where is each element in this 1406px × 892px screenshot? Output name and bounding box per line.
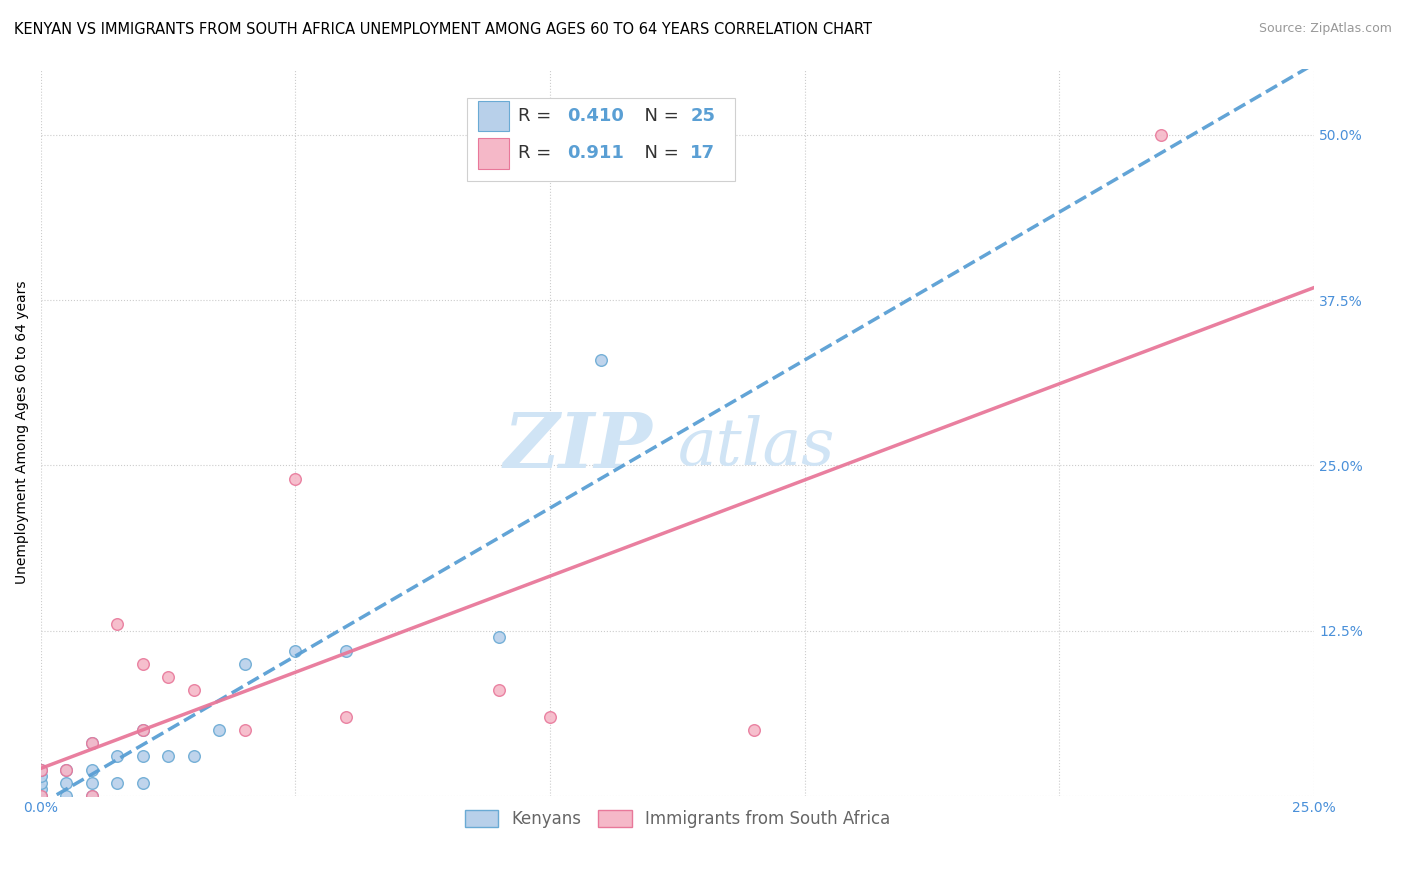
Point [538, 709, 561, 723]
Point [208, 723, 231, 737]
Point [591, 352, 613, 367]
Point [80, 789, 103, 803]
Point [233, 723, 256, 737]
Point [80, 776, 103, 790]
Point [30, 776, 52, 790]
Point [55, 789, 77, 803]
Point [30, 763, 52, 777]
Point [80, 763, 103, 777]
Y-axis label: Unemployment Among Ages 60 to 64 years: Unemployment Among Ages 60 to 64 years [15, 281, 30, 584]
Point [30, 789, 52, 803]
Point [105, 617, 128, 632]
Point [488, 683, 510, 698]
Text: 25: 25 [690, 107, 716, 125]
Point [488, 631, 510, 645]
FancyBboxPatch shape [467, 97, 735, 181]
Text: atlas: atlas [678, 415, 835, 479]
Point [157, 749, 180, 764]
Point [335, 709, 357, 723]
FancyBboxPatch shape [478, 101, 509, 131]
Text: R =: R = [519, 145, 557, 162]
Point [131, 723, 153, 737]
Text: 17: 17 [690, 145, 716, 162]
Point [30, 769, 52, 783]
Point [80, 736, 103, 750]
Point [183, 749, 205, 764]
Point [183, 683, 205, 698]
Point [284, 472, 307, 486]
Point [55, 776, 77, 790]
Point [335, 643, 357, 657]
Point [30, 782, 52, 797]
FancyBboxPatch shape [478, 138, 509, 169]
Text: N =: N = [633, 145, 685, 162]
Text: 0.911: 0.911 [567, 145, 624, 162]
Point [131, 776, 153, 790]
Text: Source: ZipAtlas.com: Source: ZipAtlas.com [1258, 22, 1392, 36]
Point [80, 736, 103, 750]
Text: 0.410: 0.410 [567, 107, 624, 125]
Text: N =: N = [633, 107, 685, 125]
Point [131, 749, 153, 764]
Point [30, 789, 52, 803]
Text: ZIP: ZIP [503, 409, 652, 483]
Point [131, 657, 153, 671]
Point [131, 723, 153, 737]
Point [55, 763, 77, 777]
Point [157, 670, 180, 684]
Point [233, 657, 256, 671]
Text: KENYAN VS IMMIGRANTS FROM SOUTH AFRICA UNEMPLOYMENT AMONG AGES 60 TO 64 YEARS CO: KENYAN VS IMMIGRANTS FROM SOUTH AFRICA U… [14, 22, 872, 37]
Point [742, 723, 765, 737]
Text: R =: R = [519, 107, 557, 125]
Point [1150, 128, 1173, 142]
Point [30, 763, 52, 777]
Legend: Kenyans, Immigrants from South Africa: Kenyans, Immigrants from South Africa [458, 804, 897, 835]
Point [105, 776, 128, 790]
Point [80, 789, 103, 803]
Point [284, 643, 307, 657]
Point [55, 763, 77, 777]
Point [105, 749, 128, 764]
